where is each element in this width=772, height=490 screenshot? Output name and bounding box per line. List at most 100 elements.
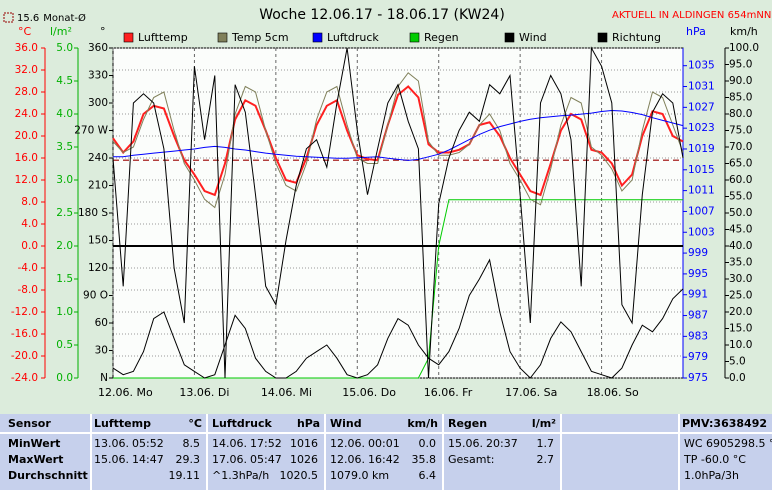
tick-label: 360 bbox=[88, 42, 108, 54]
table-cell: 00:01 bbox=[368, 437, 400, 450]
tick-label: 12.0 bbox=[15, 174, 38, 186]
table-cell: l/m² bbox=[531, 417, 556, 430]
chart-subtitle: AKTUELL IN ALDINGEN 654mNN bbox=[612, 10, 771, 21]
header-separator bbox=[0, 432, 772, 434]
tick-label: 1011 bbox=[688, 185, 715, 197]
x-tick-label: 17.06. Sa bbox=[505, 386, 557, 399]
tick-label: 1.0 bbox=[56, 306, 73, 318]
tick-label: 999 bbox=[688, 247, 708, 259]
table-cell: 05:47 bbox=[250, 453, 282, 466]
tick-label: 40.0 bbox=[729, 240, 752, 252]
table-cell: 12.06. bbox=[330, 453, 365, 466]
tick-label: 1023 bbox=[688, 122, 715, 134]
tick-label: -8.0 bbox=[18, 284, 39, 296]
table-cell: Durchschnitt bbox=[8, 469, 88, 482]
table-cell: 35.8 bbox=[411, 453, 437, 466]
table-cell: 1.0hPa/3h bbox=[684, 469, 740, 482]
table-cell: ^1.3hPa/h bbox=[212, 469, 270, 482]
series-line bbox=[112, 85, 684, 197]
table-cell: °C bbox=[188, 417, 202, 430]
tick-label: 8.0 bbox=[21, 196, 38, 208]
tick-label: 36.0 bbox=[15, 42, 38, 54]
plot-area bbox=[112, 47, 684, 379]
series-line bbox=[112, 258, 684, 379]
table-cell: 19.11 bbox=[168, 469, 201, 482]
table-cell: 1026 bbox=[290, 453, 318, 466]
tick-label: 1027 bbox=[688, 101, 715, 113]
legend-swatch bbox=[3, 12, 14, 23]
table-cell: 29.3 bbox=[175, 453, 201, 466]
reference-legend: 15.6 Monat-Ø bbox=[17, 12, 86, 24]
tick-label: 25.0 bbox=[729, 290, 752, 302]
axis-unit: km/h bbox=[730, 25, 758, 38]
tick-label: -12.0 bbox=[11, 306, 38, 318]
series-line bbox=[113, 109, 684, 161]
tick-label: 28.0 bbox=[15, 86, 38, 98]
legend-label: Luftdruck bbox=[327, 31, 379, 44]
tick-label: 75.0 bbox=[729, 125, 752, 137]
tick-label: 330 bbox=[88, 70, 108, 82]
tick-label: 4.0 bbox=[56, 108, 73, 120]
table-cell: hPa bbox=[296, 417, 320, 430]
table-cell: 13.06. bbox=[94, 437, 129, 450]
tick-label: 1.5 bbox=[56, 273, 73, 285]
legend-swatch bbox=[597, 32, 608, 43]
tick-label: 0.0 bbox=[729, 372, 746, 384]
legend-swatch bbox=[217, 32, 228, 43]
table-cell: TP -60.0 °C bbox=[684, 453, 746, 466]
tick-label: 1003 bbox=[688, 226, 715, 238]
legend-label: Richtung bbox=[612, 31, 661, 44]
tick-label: 240 bbox=[88, 152, 108, 164]
tick-label: 35.0 bbox=[729, 257, 752, 269]
table-cell: Lufttemp bbox=[94, 417, 151, 430]
tick-label: 32.0 bbox=[15, 64, 38, 76]
tick-label: 0.0 bbox=[21, 240, 38, 252]
tick-label: 20.0 bbox=[729, 306, 752, 318]
tick-label: 1035 bbox=[688, 60, 715, 72]
tick-label: 15.0 bbox=[729, 323, 752, 335]
x-tick-label: 15.06. Do bbox=[342, 386, 396, 399]
chart-title: Woche 12.06.17 - 18.06.17 (KW24) bbox=[259, 7, 505, 23]
tick-label: 60 bbox=[95, 317, 108, 329]
table-cell: 1016 bbox=[290, 437, 318, 450]
axis-unit: hPa bbox=[686, 25, 706, 38]
x-tick-label: 14.06. Mi bbox=[261, 386, 312, 399]
table-cell: 8.5 bbox=[182, 437, 201, 450]
table-cell: km/h bbox=[407, 417, 438, 430]
tick-label: 1015 bbox=[688, 164, 715, 176]
x-tick-label: 18.06. So bbox=[587, 386, 639, 399]
tick-label: 270 W bbox=[74, 125, 108, 137]
tick-label: 30.0 bbox=[729, 273, 752, 285]
table-cell: 2.7 bbox=[536, 453, 555, 466]
legend-swatch bbox=[409, 32, 420, 43]
table-cell: 0.0 bbox=[418, 437, 437, 450]
tick-label: 300 bbox=[88, 97, 108, 109]
table-cell: PMV:3638492 bbox=[682, 417, 768, 430]
tick-label: 2.5 bbox=[56, 207, 73, 219]
tick-label: 30 bbox=[95, 345, 108, 357]
axis-unit: ° bbox=[100, 25, 106, 38]
column-separator bbox=[206, 414, 208, 490]
tick-label: 5.0 bbox=[56, 42, 73, 54]
stats-table: Sensor Lufttemp °C Luftdruck hPa Wind km/h Rege… bbox=[0, 414, 772, 490]
tick-label: 1019 bbox=[688, 143, 715, 155]
tick-label: 16.0 bbox=[15, 152, 38, 164]
table-cell: 1.7 bbox=[536, 437, 555, 450]
tick-label: 95.0 bbox=[729, 59, 752, 71]
tick-label: 80.0 bbox=[729, 108, 752, 120]
tick-label: 3.5 bbox=[56, 141, 73, 153]
tick-label: 1007 bbox=[688, 205, 715, 217]
axis-unit: °C bbox=[18, 25, 32, 38]
tick-label: 10.0 bbox=[729, 339, 752, 351]
tick-label: 5.0 bbox=[729, 356, 746, 368]
tick-label: 979 bbox=[688, 351, 708, 363]
tick-label: 55.0 bbox=[729, 191, 752, 203]
tick-label: 987 bbox=[688, 310, 708, 322]
legend-label: Temp 5cm bbox=[231, 31, 289, 44]
tick-label: 85.0 bbox=[729, 92, 752, 104]
tick-label: 120 bbox=[88, 262, 108, 274]
table-cell: 1079.0 km bbox=[330, 469, 390, 482]
x-tick-label: 12.06. Mo bbox=[98, 386, 153, 399]
tick-label: 975 bbox=[688, 372, 708, 384]
tick-label: 90.0 bbox=[729, 75, 752, 87]
